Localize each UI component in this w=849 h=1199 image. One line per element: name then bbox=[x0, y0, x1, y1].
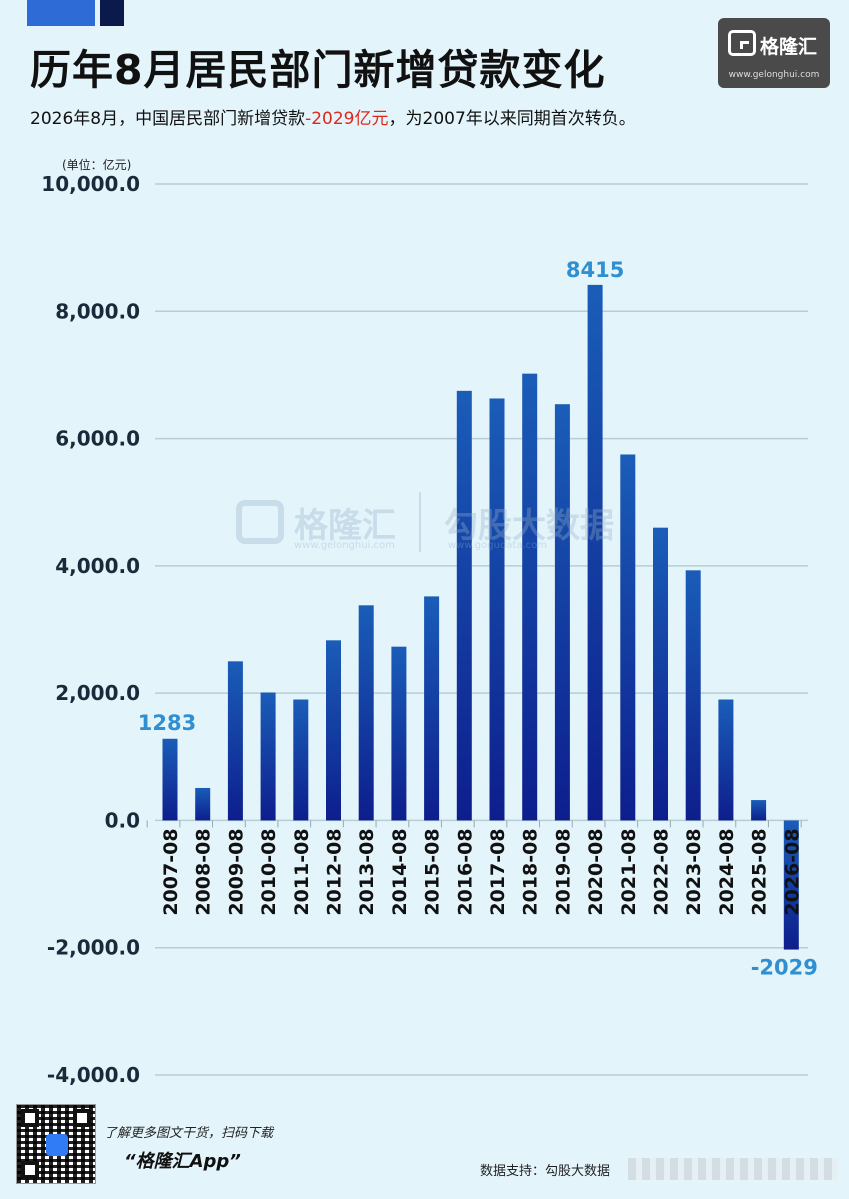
data-label: -2029 bbox=[751, 956, 818, 980]
bar bbox=[783, 820, 799, 950]
qr-code[interactable] bbox=[16, 1104, 96, 1184]
x-tick-label: 2016-08 bbox=[454, 828, 476, 915]
bar bbox=[620, 454, 636, 821]
y-tick-label: 2,000.0 bbox=[55, 681, 140, 705]
x-tick-label: 2010-08 bbox=[258, 828, 280, 915]
y-tick-label: 6,000.0 bbox=[55, 427, 140, 451]
unit-label: (单位：亿元) bbox=[62, 158, 132, 172]
qr-app-icon bbox=[46, 1134, 68, 1156]
page-subtitle: 2026年8月，中国居民部门新增贷款-2029亿元，为2007年以来同期首次转负… bbox=[30, 104, 636, 129]
y-tick-label: 4,000.0 bbox=[55, 554, 140, 578]
gelonghui-logo: 格隆汇 www.gelonghui.com bbox=[718, 18, 830, 88]
data-label: 8415 bbox=[566, 258, 624, 282]
bar bbox=[685, 570, 701, 821]
y-tick-label: -4,000.0 bbox=[47, 1063, 140, 1087]
bar bbox=[751, 800, 767, 821]
x-tick-label: 2017-08 bbox=[487, 828, 509, 915]
x-tick-label: 2011-08 bbox=[291, 828, 313, 915]
x-tick-label: 2019-08 bbox=[552, 828, 574, 915]
bar bbox=[587, 284, 603, 821]
x-tick-label: 2026-08 bbox=[781, 828, 803, 915]
app-name: “格隆汇App” bbox=[124, 1151, 241, 1172]
x-tick-label: 2021-08 bbox=[618, 828, 640, 915]
x-tick-label: 2025-08 bbox=[749, 828, 771, 915]
data-label: 1283 bbox=[138, 711, 196, 735]
header-decoration-navy bbox=[100, 0, 124, 26]
x-tick-label: 2007-08 bbox=[160, 828, 182, 915]
x-tick-label: 2015-08 bbox=[422, 828, 444, 915]
qr-corner-bl bbox=[21, 1161, 39, 1179]
x-tick-label: 2023-08 bbox=[683, 828, 705, 915]
blurred-credit bbox=[628, 1158, 838, 1180]
bar bbox=[227, 661, 243, 821]
x-tick-label: 2012-08 bbox=[324, 828, 346, 915]
bar bbox=[554, 404, 570, 821]
bar bbox=[424, 596, 440, 821]
bar bbox=[260, 692, 276, 821]
bar bbox=[162, 738, 178, 821]
logo-brand: 格隆汇 bbox=[760, 36, 818, 58]
x-tick-label: 2024-08 bbox=[716, 828, 738, 915]
bar bbox=[718, 699, 734, 821]
bar bbox=[326, 640, 341, 821]
subtitle-suffix: ，为2007年以来同期首次转负。 bbox=[388, 109, 636, 129]
header-decoration-blue bbox=[27, 0, 95, 26]
page-title: 历年8月居民部门新增贷款变化 bbox=[30, 46, 606, 94]
x-tick-label: 2018-08 bbox=[520, 828, 542, 915]
data-source: 数据支持：勾股大数据 bbox=[480, 1164, 611, 1179]
bar bbox=[653, 527, 668, 821]
y-tick-label: 0.0 bbox=[105, 808, 140, 832]
bar bbox=[489, 398, 505, 821]
x-tick-label: 2020-08 bbox=[585, 828, 607, 915]
bar bbox=[522, 373, 538, 821]
subtitle-highlight: -2029亿元 bbox=[305, 109, 389, 129]
g-logo-icon bbox=[728, 30, 756, 56]
bar bbox=[293, 699, 309, 821]
x-tick-label: 2013-08 bbox=[356, 828, 378, 915]
qr-caption: 了解更多图文干货，扫码下载 bbox=[104, 1126, 274, 1141]
bar bbox=[391, 646, 407, 821]
qr-corner-tl bbox=[21, 1109, 39, 1127]
qr-corner-tr bbox=[73, 1109, 91, 1127]
bar bbox=[456, 390, 472, 821]
x-tick-label: 2022-08 bbox=[651, 828, 673, 915]
x-tick-label: 2014-08 bbox=[389, 828, 411, 915]
x-tick-label: 2008-08 bbox=[193, 828, 215, 915]
y-tick-label: -2,000.0 bbox=[47, 936, 140, 960]
logo-url: www.gelonghui.com bbox=[728, 70, 820, 80]
y-tick-label: 10,000.0 bbox=[41, 172, 140, 196]
subtitle-prefix: 2026年8月，中国居民部门新增贷款 bbox=[30, 109, 306, 129]
bar bbox=[195, 787, 211, 821]
bar bbox=[358, 605, 374, 821]
x-tick-label: 2009-08 bbox=[225, 828, 247, 915]
y-tick-label: 8,000.0 bbox=[55, 299, 140, 323]
